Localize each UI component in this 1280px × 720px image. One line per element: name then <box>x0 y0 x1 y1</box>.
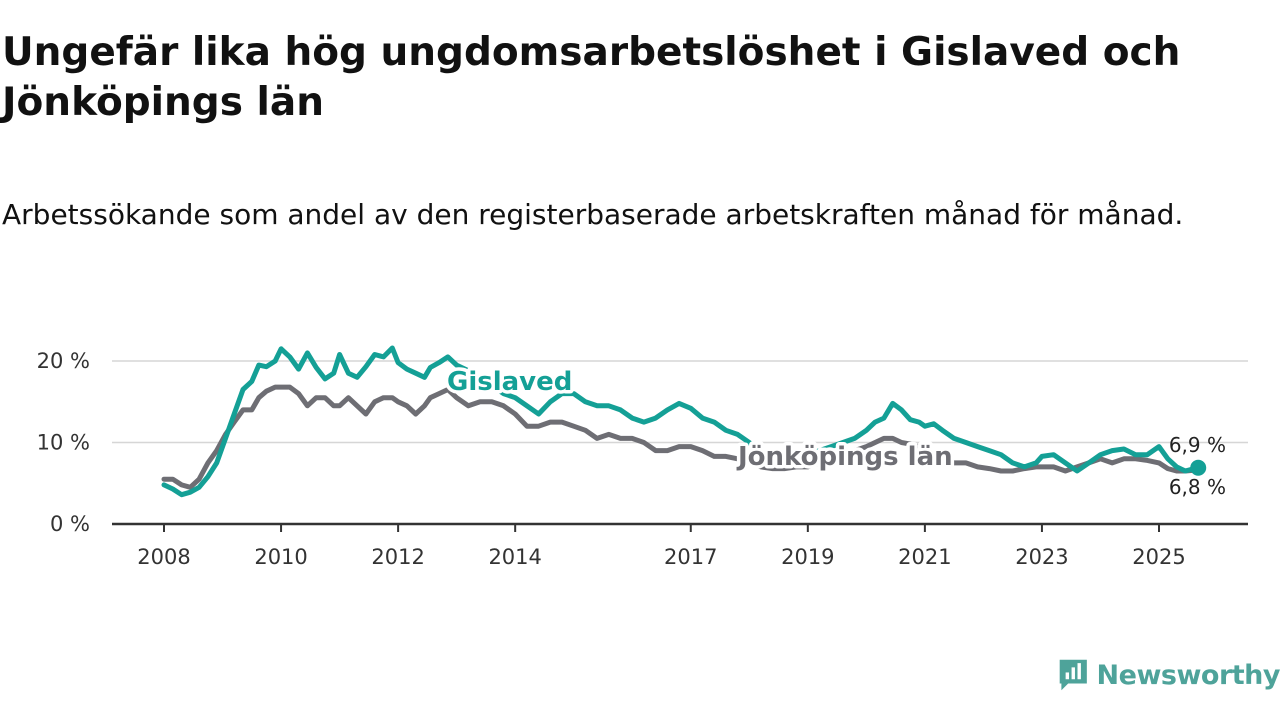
x-tick-label-2008: 2008 <box>137 545 190 569</box>
y-tick-label-20: 20 % <box>37 349 90 373</box>
chart-subtitle: Arbetssökande som andel av den registerb… <box>2 198 1184 231</box>
x-tick-label-2021: 2021 <box>898 545 951 569</box>
series-line-j-nk-pings-l-n <box>161 384 1201 490</box>
chart-title: Ungefär lika hög ungdomsarbetslöshet i G… <box>2 30 1181 125</box>
x-tick-label-2023: 2023 <box>1015 545 1068 569</box>
series-label-gislaved: Gislaved <box>447 367 572 397</box>
y-tick-label-0: 0 % <box>50 512 90 536</box>
end-label-gislaved: 6,9 % <box>1169 433 1226 457</box>
x-tick-label-2025: 2025 <box>1132 545 1185 569</box>
brand-name: Newsworthy <box>1096 659 1280 691</box>
series-line-gislaved <box>161 345 1201 498</box>
x-tick-label-2012: 2012 <box>371 545 424 569</box>
series-lines <box>161 345 1201 498</box>
x-tick-label-2010: 2010 <box>254 545 307 569</box>
x-tick-label-2017: 2017 <box>664 545 717 569</box>
end-point-gislaved <box>1190 459 1207 476</box>
y-tick-label-10: 10 % <box>37 431 90 455</box>
x-tick-label-2019: 2019 <box>781 545 834 569</box>
x-tick-label-2014: 2014 <box>488 545 541 569</box>
series-labels: Gislaved Jönköpings län 6,9 % 6,8 % <box>444 364 1227 500</box>
newsworthy-logo: Newsworthy <box>1058 654 1280 696</box>
newsworthy-logo-icon <box>1059 659 1087 691</box>
axes: 0 % 10 % 20 % 2008 2010 2012 2014 2017 2019 2021 2… <box>37 349 1248 569</box>
series-label-jonkopings-lan: Jönköpings län <box>736 442 953 472</box>
end-label-jonkopings-lan: 6,8 % <box>1169 475 1226 499</box>
